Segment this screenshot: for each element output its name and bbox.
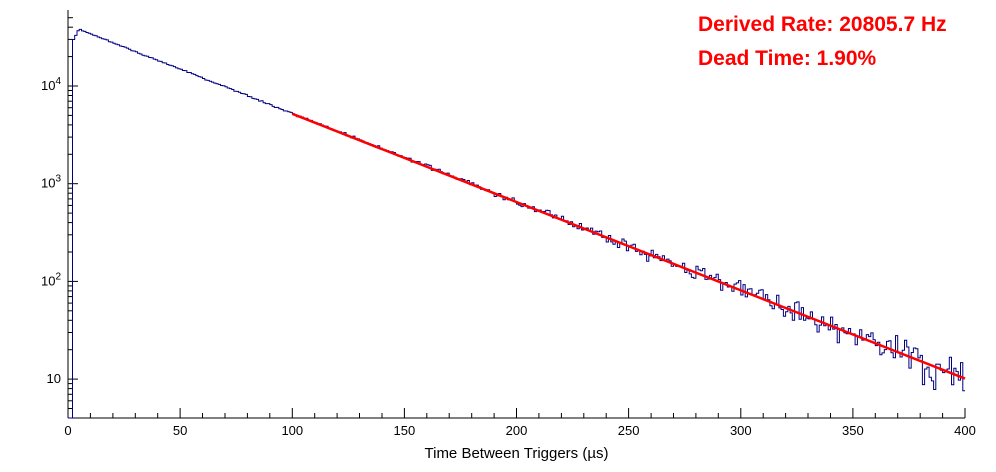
fit-line bbox=[291, 112, 966, 380]
y-tick-label: 104 bbox=[41, 76, 61, 93]
y-tick-label: 10 bbox=[47, 371, 61, 386]
x-tick-label: 200 bbox=[506, 423, 528, 438]
y-tick-label: 103 bbox=[41, 174, 61, 191]
x-tick-label: 250 bbox=[618, 423, 640, 438]
x-tick-label: 0 bbox=[64, 423, 71, 438]
x-tick-label: 400 bbox=[954, 423, 976, 438]
stats-box: Derived Rate: 20805.7 Hz Dead Time: 1.90… bbox=[698, 8, 947, 76]
dead-time-text: Dead Time: 1.90% bbox=[698, 47, 877, 70]
x-axis-title: Time Between Triggers (µs) bbox=[425, 445, 609, 462]
derived-rate-text: Derived Rate: 20805.7 Hz bbox=[698, 13, 947, 36]
x-tick-label: 100 bbox=[281, 423, 303, 438]
x-tick-label: 150 bbox=[394, 423, 416, 438]
x-tick-label: 350 bbox=[842, 423, 864, 438]
axes bbox=[67, 10, 966, 419]
histogram-series bbox=[68, 28, 965, 419]
x-tick-label: 50 bbox=[173, 423, 187, 438]
y-tick-label: 102 bbox=[41, 271, 61, 288]
x-tick-label: 300 bbox=[730, 423, 752, 438]
